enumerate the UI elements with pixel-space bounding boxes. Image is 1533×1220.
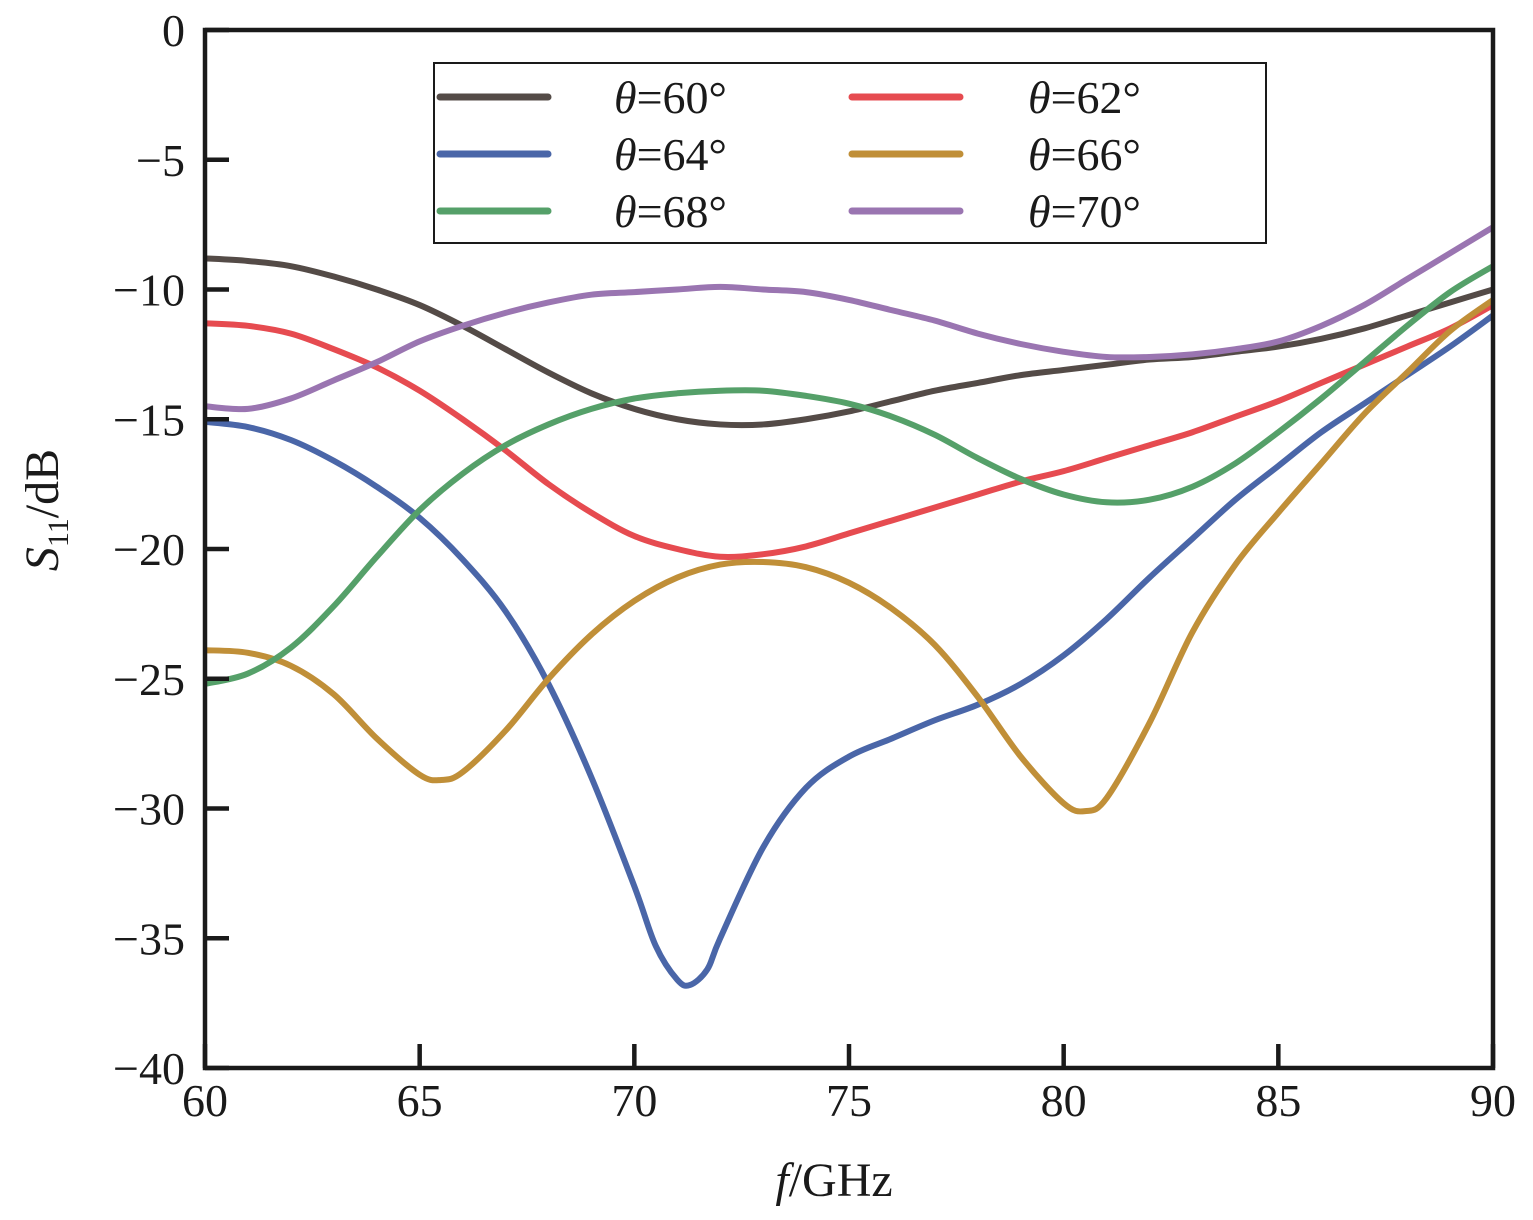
y-tick-label: −25 [113,654,185,705]
y-tick-label: −15 [113,394,185,445]
x-axis-unit: /GHz [789,1154,893,1207]
series-line-62 [205,302,1493,560]
legend-label: θ=66° [1028,129,1141,180]
x-tick-label: 75 [826,1075,872,1126]
legend-label: θ=70° [1028,186,1141,237]
y-tick-label: −10 [113,265,185,316]
y-tick-label: −35 [113,913,185,964]
series-line-68 [205,263,1493,687]
legend-label: θ=68° [614,186,727,237]
x-tick-label: 90 [1470,1075,1516,1126]
series-line-60 [205,255,1493,429]
series-line-66 [205,296,1493,815]
y-axis-unit: /dB [16,449,69,518]
y-tick-label: −30 [113,784,185,835]
legend-label: θ=64° [614,129,727,180]
x-tick-label: 65 [397,1075,443,1126]
x-tick-label: 70 [611,1075,657,1126]
x-tick-label: 80 [1041,1075,1087,1126]
y-axis-title: S11/dB [16,449,75,571]
y-tick-label: −5 [136,135,185,186]
x-tick-label: 60 [182,1075,228,1126]
data-lines [205,224,1493,989]
axis-ticks: 60 65 70 75 80 85 90 0 −5 −10 −15 −20 −25 −30 −35 −40 [113,5,1516,1126]
legend-label: θ=62° [1028,72,1141,123]
legend: θ=60° θ=62° θ=64° θ=66° θ=68° θ=70° [433,62,1267,244]
y-axis-subscript: 11 [42,518,75,547]
series-line-70 [205,224,1493,413]
y-tick-label: 0 [162,5,185,56]
x-tick-label: 85 [1255,1075,1301,1126]
y-axis-variable: S [16,547,69,571]
legend-label: θ=60° [614,72,727,123]
y-tick-label: −20 [113,524,185,575]
y-tick-label: −40 [113,1043,185,1094]
x-axis-title: f/GHz [775,1154,892,1207]
series-line-64 [205,312,1493,989]
